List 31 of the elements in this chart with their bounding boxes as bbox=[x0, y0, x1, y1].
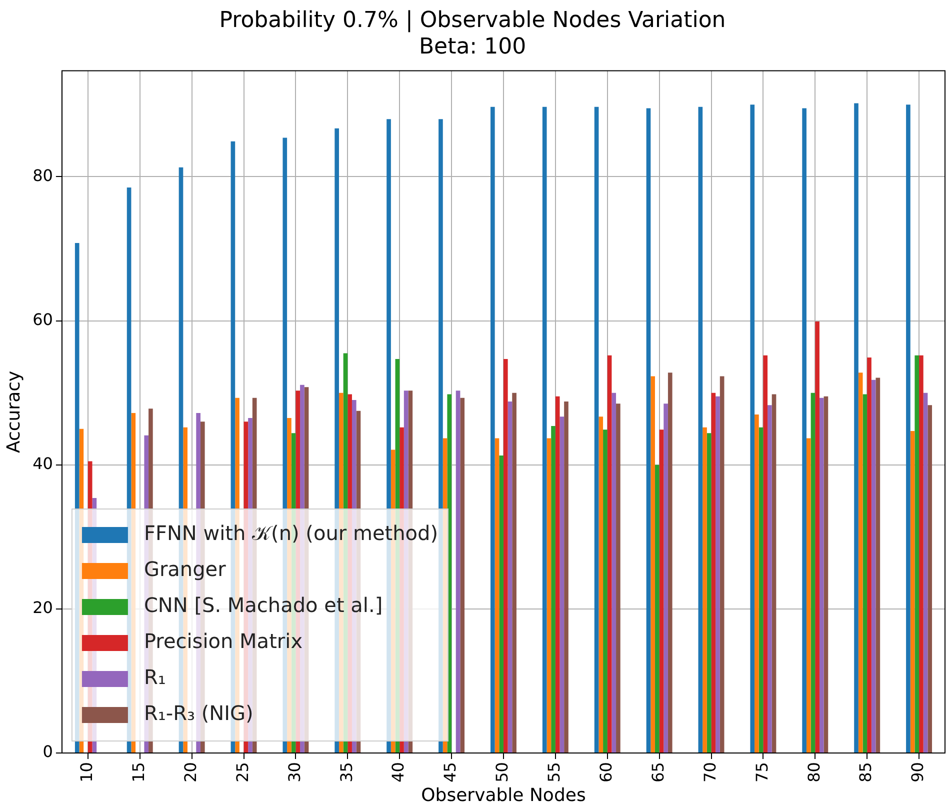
y-tick-label: 60 bbox=[32, 310, 53, 329]
x-tick-label: 15 bbox=[129, 762, 148, 782]
x-tick-label: 70 bbox=[700, 762, 720, 782]
x-tick-label: 40 bbox=[388, 762, 408, 782]
x-tick-label: 30 bbox=[284, 762, 304, 782]
x-tick-label: 60 bbox=[596, 762, 616, 782]
legend-label: Granger bbox=[144, 557, 227, 582]
legend-label: FFNN with 𝒦(n) (our method) bbox=[144, 521, 438, 546]
x-tick-label: 45 bbox=[440, 762, 460, 782]
y-tick-label: 20 bbox=[32, 598, 53, 618]
x-tick-label: 20 bbox=[180, 762, 200, 782]
y-axis-title: Accuracy bbox=[3, 370, 24, 454]
x-tick-label: 75 bbox=[752, 762, 772, 782]
y-tick-label: 80 bbox=[32, 166, 53, 185]
legend-label: Precision Matrix bbox=[144, 629, 303, 654]
x-tick-label: 35 bbox=[336, 762, 356, 782]
legend-label: R₁ bbox=[144, 665, 166, 690]
y-tick-label: 40 bbox=[32, 454, 53, 474]
legend-label: CNN [S. Machado et al.] bbox=[144, 593, 383, 618]
x-axis-title: Observable Nodes bbox=[421, 784, 586, 806]
x-tick-label: 80 bbox=[804, 762, 824, 782]
chart-title: Probability 0.7% | Observable Nodes Variation Beta: 100 bbox=[219, 8, 726, 60]
legend-label: R₁-R₃ (NIG) bbox=[144, 701, 254, 726]
x-tick-label: 55 bbox=[544, 762, 564, 782]
x-tick-label: 10 bbox=[77, 762, 96, 782]
x-tick-label: 25 bbox=[232, 762, 252, 782]
x-tick-label: 50 bbox=[492, 762, 512, 782]
x-tick-label: 90 bbox=[908, 762, 928, 782]
x-tick-label: 65 bbox=[648, 762, 668, 782]
x-tick-label: 85 bbox=[856, 762, 876, 782]
y-tick-label: 0 bbox=[42, 742, 53, 762]
